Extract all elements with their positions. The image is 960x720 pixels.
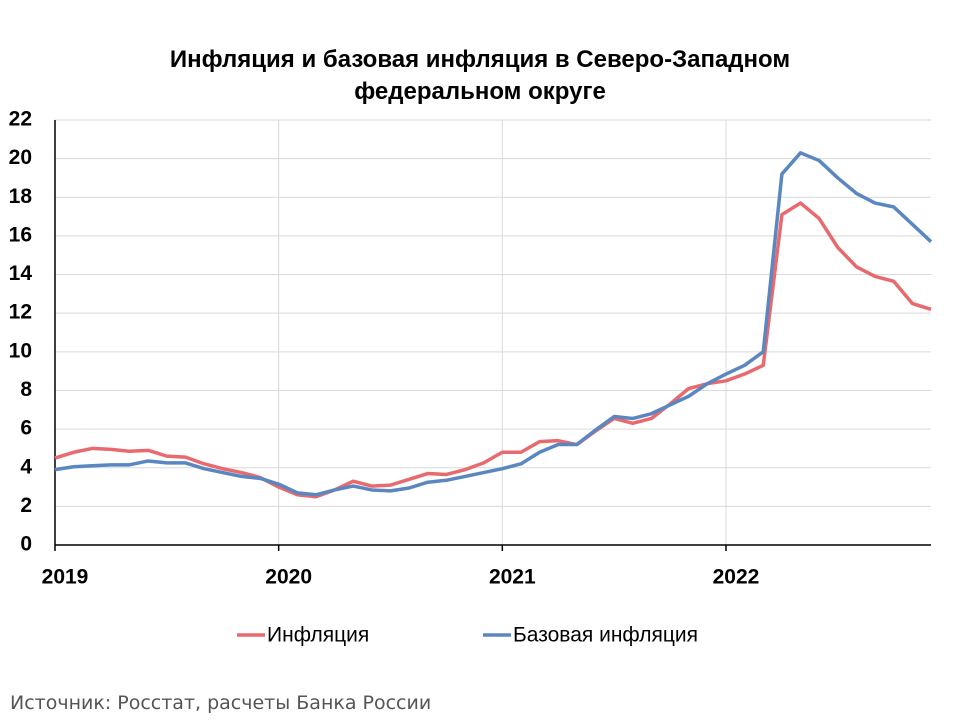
y-tick-label: 4 bbox=[20, 455, 32, 478]
x-tick-label: 2021 bbox=[489, 566, 536, 589]
y-tick-label: 0 bbox=[20, 533, 32, 556]
y-tick-label: 20 bbox=[9, 146, 32, 169]
y-tick-label: 14 bbox=[9, 262, 33, 285]
legend-label: Инфляция bbox=[267, 624, 369, 647]
y-tick-label: 12 bbox=[9, 301, 32, 324]
x-tick-label: 2020 bbox=[265, 566, 312, 589]
y-tick-label: 8 bbox=[20, 378, 32, 401]
line-series bbox=[54, 201, 932, 499]
legend-label: Базовая инфляция bbox=[513, 624, 698, 647]
y-tick-label: 16 bbox=[9, 223, 32, 246]
y-tick-label: 10 bbox=[9, 339, 32, 362]
y-tick-label: 18 bbox=[9, 185, 33, 208]
y-tick-label: 2 bbox=[20, 494, 32, 517]
y-tick-label: 22 bbox=[9, 108, 32, 131]
line-series bbox=[54, 151, 933, 497]
y-tick-label: 6 bbox=[20, 417, 32, 440]
x-tick-label: 2019 bbox=[42, 566, 89, 589]
chart-title: Инфляция и базовая инфляция в Северо-Зап… bbox=[169, 46, 791, 105]
source-note: Источник: Росстат, расчеты Банка России bbox=[10, 692, 432, 714]
x-tick-label: 2022 bbox=[713, 566, 760, 589]
